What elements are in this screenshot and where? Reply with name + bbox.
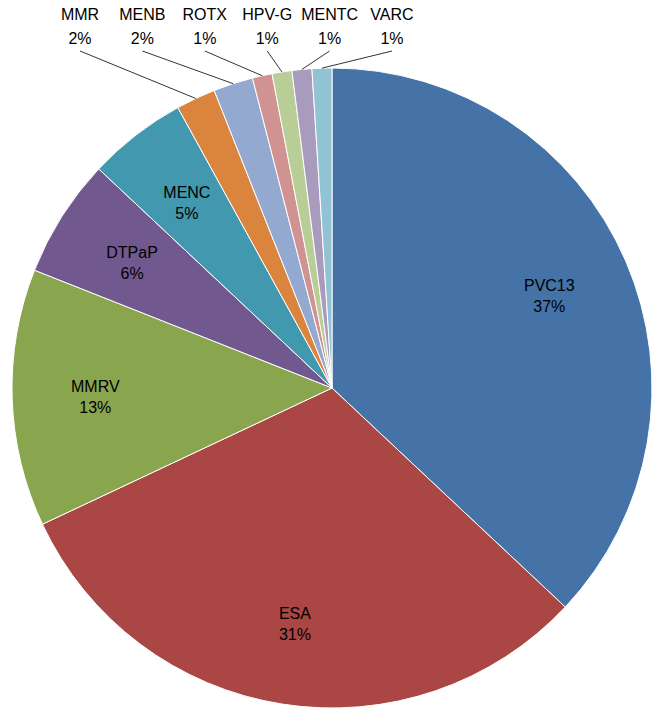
slice-label: VARC [370, 6, 413, 23]
chart: PVC13 37% ESA 31% MMRV 13% DTPaP 6% MENC 5% MMR 2% M… [0, 0, 661, 709]
slice-label: MENTC [301, 6, 358, 23]
data-labels: PVC13 37% ESA 31% MMRV 13% DTPaP 6% MENC 5% MMR 2% M… [61, 6, 575, 643]
slice [312, 68, 332, 388]
leader-line [267, 51, 282, 72]
slice-value: 1% [193, 30, 216, 47]
leader-line [302, 51, 330, 69]
slice-value: 2% [131, 30, 154, 47]
slice-value: 5% [175, 205, 198, 222]
slice [292, 69, 332, 388]
slice-value: 2% [68, 30, 91, 47]
slice-value: 13% [79, 399, 111, 416]
slice-label: MENB [119, 6, 165, 23]
slice-label: HPV-G [242, 6, 292, 23]
leader-line [322, 51, 392, 68]
slice-value: 1% [380, 30, 403, 47]
slice-label: DTPaP [106, 244, 158, 261]
slice-label: PVC13 [524, 277, 575, 294]
leader-line [142, 51, 233, 84]
slice-value: 37% [533, 298, 565, 315]
slice-value: 1% [318, 30, 341, 47]
leader-line [80, 51, 196, 98]
pie [12, 68, 652, 708]
slice-label: ROTX [183, 6, 228, 23]
slice-label: ESA [279, 605, 311, 622]
slice-label: MMR [61, 6, 99, 23]
slice-value: 31% [279, 626, 311, 643]
slice-value: 6% [121, 265, 144, 282]
slice-label: MENC [163, 184, 210, 201]
leader-line [205, 51, 262, 76]
slice-value: 1% [256, 30, 279, 47]
slice-label: MMRV [71, 378, 120, 395]
